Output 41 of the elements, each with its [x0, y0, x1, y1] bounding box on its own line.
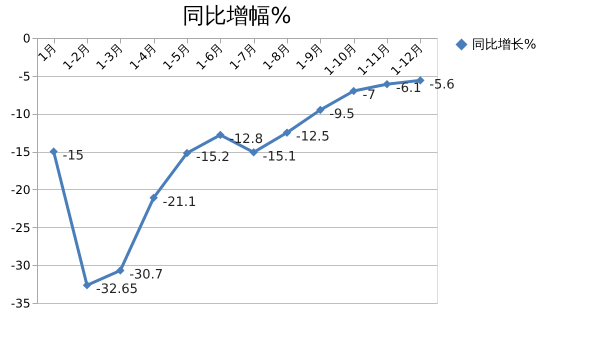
x-tick-label: 1-2月	[60, 40, 92, 73]
point	[382, 80, 392, 88]
x-tick-label: 1-6月	[194, 40, 226, 73]
data-label: -5.6	[429, 77, 455, 92]
point	[216, 130, 225, 140]
y-tick-label: -25	[10, 220, 30, 235]
y-tick-label: -35	[10, 296, 30, 310]
x-tick-label: 1-5月	[160, 40, 192, 73]
point	[49, 147, 58, 156]
point	[182, 148, 192, 158]
point	[249, 148, 258, 157]
y-tick-label: -10	[10, 107, 30, 122]
x-tick-label: 1月	[35, 40, 60, 64]
point	[149, 194, 158, 202]
data-label: -15.1	[262, 149, 296, 164]
data-label: -15.2	[196, 150, 230, 166]
data-label: -7	[362, 88, 376, 103]
data-label: -15	[62, 148, 84, 164]
data-label: -21.1	[162, 194, 196, 210]
y-tick-label: 0	[22, 32, 30, 46]
y-tick-label: -20	[10, 182, 30, 197]
chart-title: 同比增幅%	[182, 4, 292, 29]
point	[282, 128, 292, 137]
y-tick-label: -30	[10, 258, 30, 273]
y-tick-label: -5	[18, 69, 30, 84]
data-label: -12.5	[296, 130, 330, 145]
data-label: -32.65	[96, 282, 138, 298]
x-tick-label: 1-8月	[260, 40, 292, 73]
data-label: -12.8	[229, 132, 263, 147]
point	[82, 281, 92, 290]
data-label: -9.5	[329, 106, 355, 122]
point	[116, 266, 125, 275]
point	[316, 106, 325, 114]
point	[349, 86, 358, 96]
data-label: -6.1	[396, 81, 422, 96]
x-tick-label: 1-3月	[94, 40, 126, 73]
x-tick-label: 1-4月	[126, 40, 160, 73]
y-tick-label: -15	[10, 145, 30, 160]
legend-label: 同比增长%	[472, 38, 536, 52]
x-tick-label: 1-7月	[226, 40, 260, 73]
data-label: -30.7	[129, 267, 163, 282]
